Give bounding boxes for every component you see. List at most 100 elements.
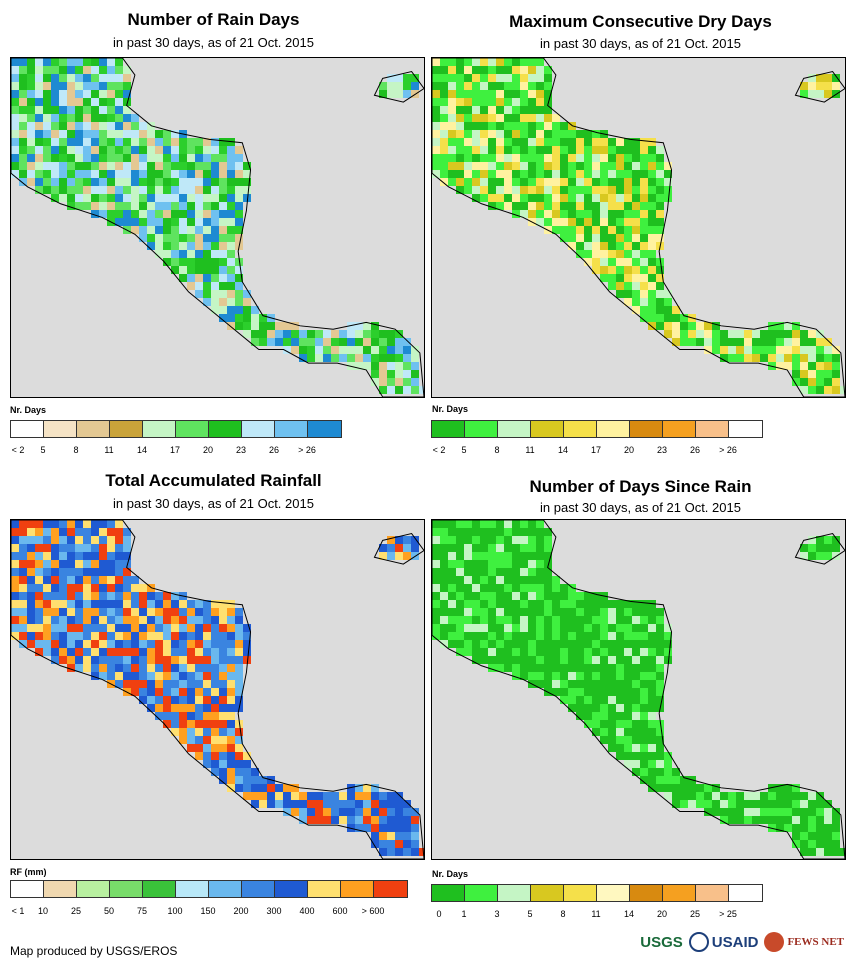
map-cell <box>115 82 123 90</box>
map-cell <box>600 720 608 728</box>
map-cell <box>91 536 99 544</box>
legend-swatch <box>11 421 44 437</box>
map-cell <box>395 536 403 544</box>
map-cell <box>27 600 35 608</box>
map-cell <box>664 784 672 792</box>
map-cell <box>696 322 704 330</box>
map-cell <box>704 808 712 816</box>
map-cell <box>163 202 171 210</box>
map-cell <box>243 306 251 314</box>
map-cell <box>544 66 552 74</box>
map-cell <box>171 696 179 704</box>
map-cell <box>568 178 576 186</box>
map-cell <box>203 258 211 266</box>
map-cell <box>227 624 235 632</box>
map-cell <box>315 808 323 816</box>
map-cell <box>568 146 576 154</box>
map-cell <box>616 712 624 720</box>
panel-days-since-rain: Number of Days Since Rain in past 30 day… <box>427 465 854 935</box>
map-cell <box>472 82 480 90</box>
map-cell <box>123 114 131 122</box>
map-cell <box>235 162 243 170</box>
map-cell <box>544 162 552 170</box>
map-cell <box>171 592 179 600</box>
map-cell <box>275 784 283 792</box>
map-cell <box>536 640 544 648</box>
map-cell <box>808 808 816 816</box>
map-cell <box>568 672 576 680</box>
map-cell <box>323 808 331 816</box>
map-cell <box>824 832 832 840</box>
map-cell <box>195 266 203 274</box>
map-cell <box>43 592 51 600</box>
map-cell <box>115 552 123 560</box>
map-cell <box>568 640 576 648</box>
map-cell <box>672 800 680 808</box>
map-cell <box>432 74 440 82</box>
map-cell <box>792 792 800 800</box>
map-cell <box>568 138 576 146</box>
map-cell <box>624 154 632 162</box>
map-cell <box>163 210 171 218</box>
map-cell <box>512 202 520 210</box>
map-cell <box>584 218 592 226</box>
map-cell <box>632 704 640 712</box>
map-cell <box>632 752 640 760</box>
map-cell <box>624 632 632 640</box>
map-cell <box>187 728 195 736</box>
map-cell <box>528 178 536 186</box>
map-cell <box>243 752 251 760</box>
map-cell <box>251 784 259 792</box>
map-cell <box>496 616 504 624</box>
map-total-rainfall <box>10 519 425 860</box>
map-cell <box>488 154 496 162</box>
map-cell <box>67 130 75 138</box>
map-cell <box>536 58 544 66</box>
map-cell <box>83 202 91 210</box>
map-cell <box>584 130 592 138</box>
map-cell <box>195 744 203 752</box>
map-cell <box>403 848 411 856</box>
map-cell <box>59 560 67 568</box>
map-cell <box>227 696 235 704</box>
map-cell <box>131 616 139 624</box>
map-cell <box>624 242 632 250</box>
map-cell <box>640 258 648 266</box>
map-cell <box>624 226 632 234</box>
map-cell <box>664 624 672 632</box>
map-cell <box>219 170 227 178</box>
map-cell <box>171 202 179 210</box>
map-cell <box>75 66 83 74</box>
map-cell <box>35 616 43 624</box>
map-cell <box>608 258 616 266</box>
map-cell <box>107 194 115 202</box>
map-cell <box>504 632 512 640</box>
map-cell <box>640 282 648 290</box>
map-cell <box>632 688 640 696</box>
coastline <box>11 58 424 397</box>
map-cell <box>456 178 464 186</box>
map-cell <box>75 154 83 162</box>
map-cell <box>91 608 99 616</box>
map-cell <box>235 194 243 202</box>
map-cell <box>211 736 219 744</box>
map-cell <box>624 194 632 202</box>
map-cell <box>363 800 371 808</box>
map-cell <box>592 728 600 736</box>
map-cell <box>75 74 83 82</box>
map-cell <box>688 330 696 338</box>
map-cell <box>648 266 656 274</box>
map-cell <box>632 744 640 752</box>
map-cell <box>632 202 640 210</box>
map-cell <box>592 592 600 600</box>
map-cell <box>592 672 600 680</box>
map-cell <box>267 330 275 338</box>
map-cell <box>267 784 275 792</box>
map-cell <box>456 106 464 114</box>
map-cell <box>560 226 568 234</box>
map-cell <box>43 122 51 130</box>
map-cell <box>99 202 107 210</box>
map-cell <box>552 616 560 624</box>
map-cell <box>464 106 472 114</box>
map-cell <box>824 808 832 816</box>
